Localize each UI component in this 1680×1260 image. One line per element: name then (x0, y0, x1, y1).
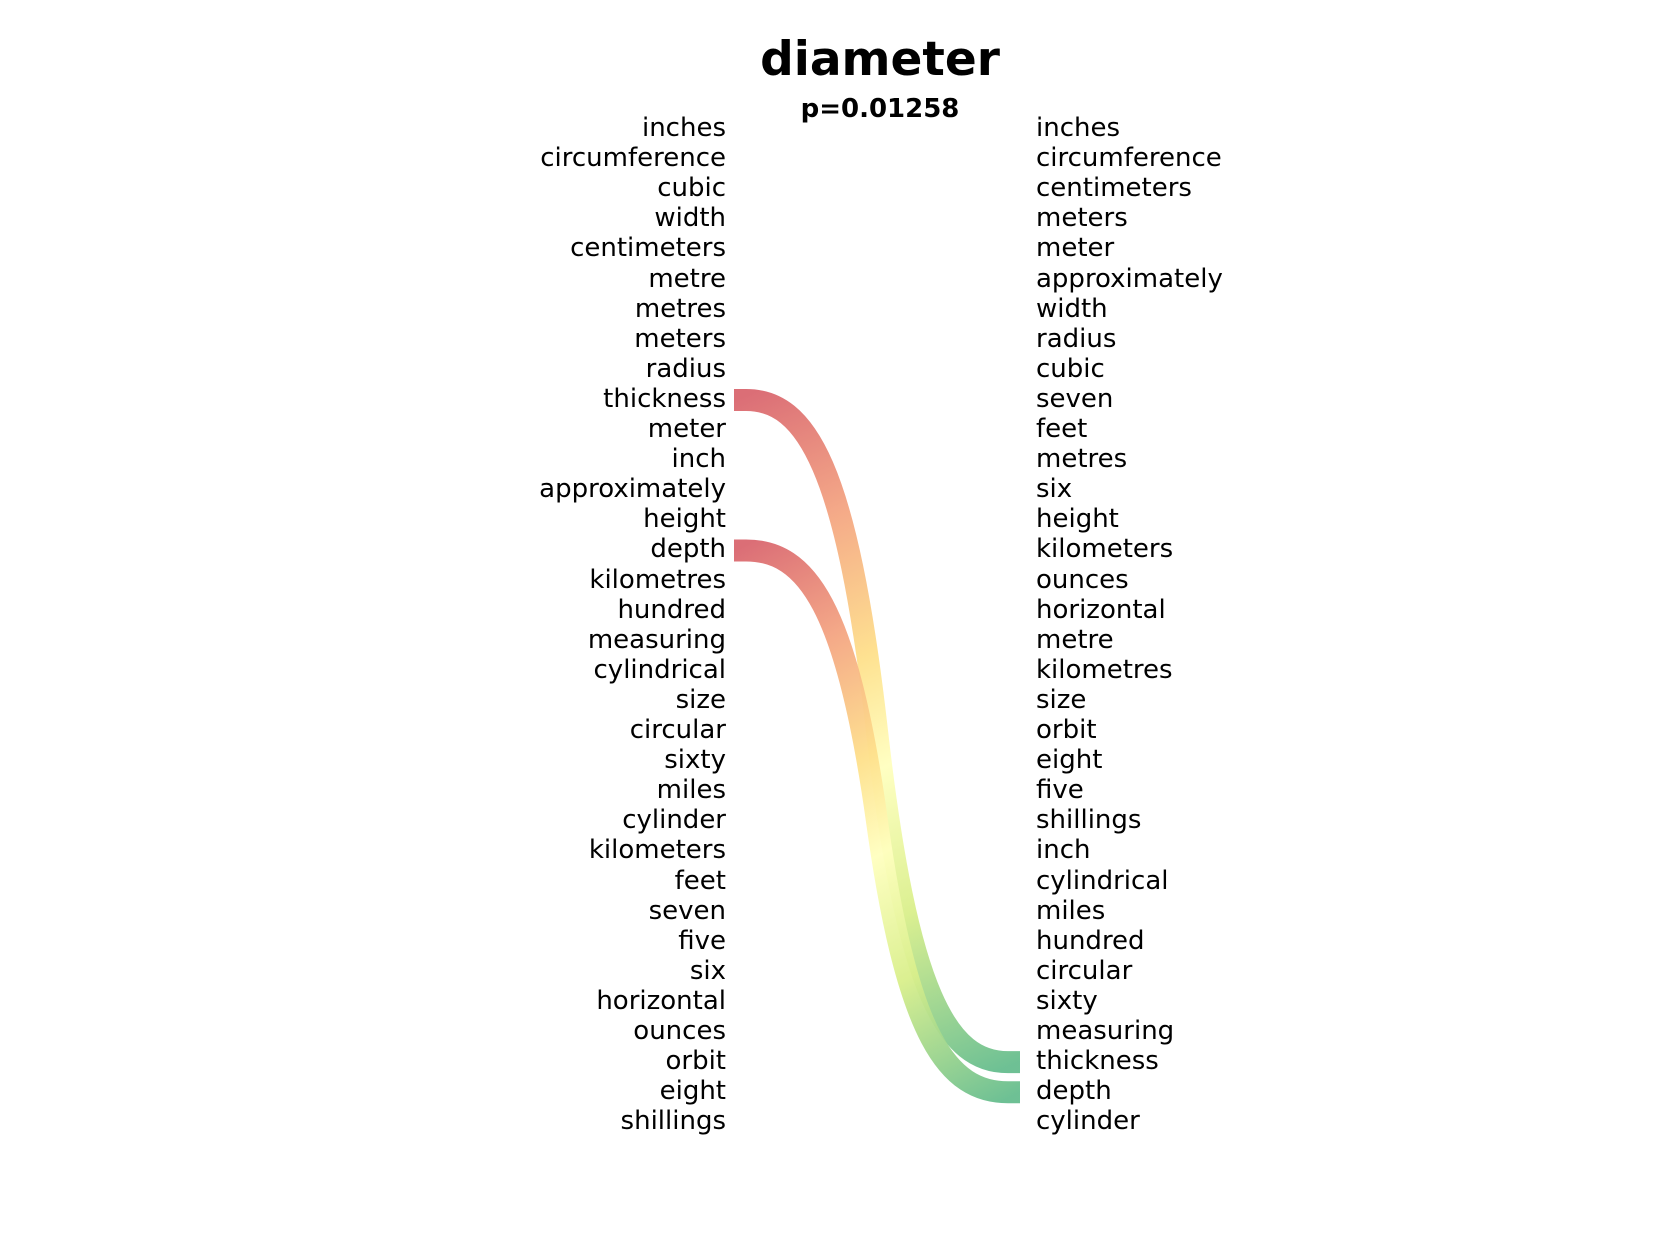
left-word-height: height (643, 504, 726, 535)
right-word-radius: radius (1036, 323, 1117, 354)
left-word-centimeters: centimeters (570, 233, 726, 264)
right-word-horizontal: horizontal (1036, 594, 1166, 625)
right-word-width: width (1036, 293, 1108, 324)
left-word-inch: inch (671, 444, 726, 475)
left-word-sixty: sixty (664, 745, 726, 776)
left-word-width: width (654, 203, 726, 234)
left-word-eight: eight (659, 1076, 726, 1107)
right-word-ounces: ounces (1036, 564, 1129, 595)
left-word-six: six (689, 955, 726, 986)
right-word-circumference: circumference (1036, 143, 1222, 174)
right-word-metres: metres (1036, 444, 1128, 475)
left-word-shillings: shillings (620, 1106, 726, 1137)
left-word-meter: meter (647, 414, 726, 444)
right-word-sixty: sixty (1036, 985, 1098, 1016)
right-word-cylindrical: cylindrical (1036, 865, 1169, 896)
right-word-orbit: orbit (1036, 715, 1097, 745)
chart-title: diameter (760, 32, 1000, 87)
right-word-metre: metre (1036, 624, 1114, 655)
right-word-approximately: approximately (1036, 263, 1223, 294)
left-word-depth: depth (650, 534, 726, 565)
right-word-seven: seven (1036, 383, 1114, 414)
right-word-depth: depth (1036, 1076, 1112, 1107)
left-word-metres: metres (634, 293, 726, 324)
left-word-approximately: approximately (539, 474, 726, 505)
left-word-inches: inches (641, 113, 726, 143)
right-word-feet: feet (1036, 414, 1088, 444)
left-word-size: size (675, 684, 726, 715)
right-word-meter: meter (1036, 233, 1115, 264)
right-word-cylinder: cylinder (1036, 1106, 1140, 1137)
chart-subtitle: p=0.01258 (800, 94, 960, 124)
right-word-six: six (1036, 474, 1073, 505)
left-word-thickness: thickness (603, 383, 726, 414)
right-word-miles: miles (1036, 895, 1106, 926)
left-word-radius: radius (645, 353, 726, 384)
right-word-size: size (1036, 684, 1087, 715)
link-depth (734, 539, 1020, 1104)
left-word-miles: miles (656, 775, 726, 806)
left-word-cylindrical: cylindrical (593, 654, 726, 685)
right-word-hundred: hundred (1036, 925, 1145, 956)
left-word-feet: feet (674, 865, 726, 896)
right-word-eight: eight (1036, 745, 1103, 776)
left-word-seven: seven (648, 895, 726, 926)
right-word-kilometers: kilometers (1036, 534, 1174, 565)
left-word-circumference: circumference (540, 143, 726, 174)
right-word-inches: inches (1036, 113, 1121, 143)
right-word-five: five (1036, 775, 1084, 806)
left-word-kilometers: kilometers (588, 835, 726, 866)
left-word-kilometres: kilometres (589, 564, 726, 595)
right-word-inch: inch (1036, 835, 1091, 866)
left-word-circular: circular (629, 715, 726, 745)
right-word-meters: meters (1036, 203, 1128, 234)
left-word-cubic: cubic (657, 173, 726, 204)
right-word-height: height (1036, 504, 1119, 535)
right-word-kilometres: kilometres (1036, 654, 1173, 685)
left-word-five: five (678, 925, 726, 956)
right-word-centimeters: centimeters (1036, 173, 1192, 204)
left-word-measuring: measuring (587, 624, 726, 655)
left-word-horizontal: horizontal (596, 985, 726, 1016)
link-thickness (734, 388, 1020, 1074)
left-word-cylinder: cylinder (622, 805, 726, 836)
left-word-meters: meters (634, 323, 726, 354)
left-word-ounces: ounces (633, 1016, 726, 1046)
left-word-metre: metre (648, 263, 726, 294)
right-word-cubic: cubic (1036, 353, 1105, 384)
left-word-hundred: hundred (617, 594, 726, 625)
right-word-thickness: thickness (1036, 1046, 1159, 1077)
right-word-circular: circular (1036, 955, 1133, 986)
right-word-measuring: measuring (1036, 1016, 1175, 1046)
left-word-orbit: orbit (665, 1046, 726, 1077)
right-word-shillings: shillings (1036, 805, 1142, 836)
